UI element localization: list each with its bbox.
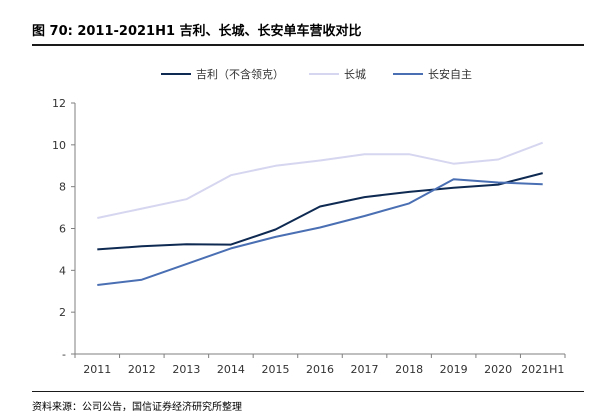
x-tick-label: 2012: [128, 363, 156, 376]
x-tick-label: 2011: [83, 363, 111, 376]
legend-label: 长安自主: [428, 67, 472, 81]
x-tick-label: 2018: [395, 363, 423, 376]
y-tick-label: 8: [59, 181, 66, 194]
y-tick-label: 6: [59, 223, 66, 236]
chart-axes: - 2 4 6 8 10 12 2011 2012 2013 2014 2015 2016 2017 201…: [52, 97, 566, 376]
x-tick-label: 2019: [440, 363, 468, 376]
x-tick-label: 2015: [261, 363, 289, 376]
y-tick-label: 10: [52, 139, 66, 152]
chart-legend: 吉利（不含领克） 长城 长安自主: [161, 67, 472, 81]
legend-label: 长城: [344, 68, 366, 81]
y-tick-label: 4: [59, 264, 66, 277]
y-tick-label: -: [62, 348, 66, 361]
legend-label: 吉利（不含领克）: [196, 67, 284, 81]
series-line-1: [97, 172, 543, 251]
x-tick-label: 2020: [484, 363, 512, 376]
series-line-2: [97, 141, 544, 219]
x-tick-label: 2021H1: [521, 363, 564, 376]
figure-title-bar: 图 70: 2011-2021H1 吉利、长城、长安单车营收对比: [32, 10, 584, 46]
y-tick-label: 2: [59, 306, 66, 319]
series-line-3: [97, 178, 543, 286]
figure-title: 图 70: 2011-2021H1 吉利、长城、长安单车营收对比: [32, 24, 362, 39]
x-tick-label: 2014: [217, 363, 245, 376]
source-bar: 资料来源：公司公告，国信证券经济研究所整理: [32, 391, 584, 416]
chart-series: [97, 141, 544, 286]
y-tick-label: 12: [52, 97, 66, 110]
x-tick-label: 2016: [306, 363, 334, 376]
x-tick-label: 2017: [351, 363, 379, 376]
x-tick-label: 2013: [172, 363, 200, 376]
source-note: 资料来源：公司公告，国信证券经济研究所整理: [32, 402, 242, 413]
